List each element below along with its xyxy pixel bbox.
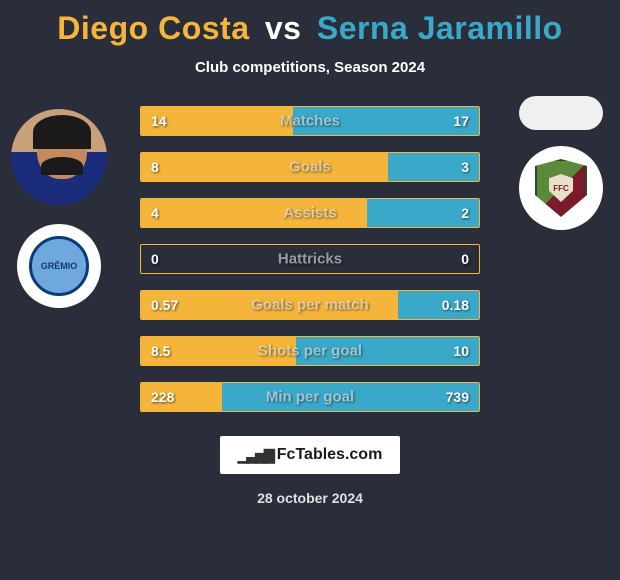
- stat-label: Hattricks: [278, 251, 342, 268]
- stat-bars-container: 14 17 Matches 8 3 Goals 4 2 Assists 0 0 Hattricks 0.…: [140, 106, 480, 412]
- stat-value-left: 14: [151, 113, 167, 129]
- chart-icon: ▁▃▅▇: [238, 447, 273, 464]
- stat-row: 0 0 Hattricks: [140, 244, 480, 274]
- footer-date: 28 october 2024: [0, 490, 620, 506]
- stat-label: Assists: [283, 205, 336, 222]
- player1-avatar: [8, 106, 110, 208]
- stat-row: 4 2 Assists: [140, 198, 480, 228]
- brand-logo: ▁▃▅▇ FcTables.com: [220, 436, 400, 474]
- brand-suffix: Tables.com: [295, 446, 382, 463]
- comparison-content: GRÊMIO FFC 1417Matches83Goals42Assists00…: [0, 106, 620, 412]
- player2-club-badge: FFC: [519, 146, 603, 230]
- stat-label: Matches: [280, 113, 340, 130]
- stat-value-right: 739: [446, 389, 469, 405]
- stat-value-right: 17: [453, 113, 469, 129]
- subtitle: Club competitions, Season 2024: [0, 59, 620, 76]
- vs-text: vs: [265, 10, 302, 46]
- stat-value-right: 2: [461, 205, 469, 221]
- player2-name: Serna Jaramillo: [317, 10, 563, 46]
- stat-value-left: 8.5: [151, 343, 170, 359]
- stat-label: Min per goal: [266, 389, 354, 406]
- left-avatar-column: GRÊMIO: [4, 106, 114, 308]
- stat-row: 14 17 Matches: [140, 106, 480, 136]
- player1-club-badge: GRÊMIO: [17, 224, 101, 308]
- stat-value-left: 8: [151, 159, 159, 175]
- stat-value-left: 0.57: [151, 297, 178, 313]
- player1-name: Diego Costa: [57, 10, 249, 46]
- comparison-title: Diego Costa vs Serna Jaramillo: [0, 0, 620, 47]
- stat-value-left: 0: [151, 251, 159, 267]
- brand-prefix: Fc: [277, 446, 296, 463]
- stat-row: 228 739 Min per goal: [140, 382, 480, 412]
- stat-value-right: 3: [461, 159, 469, 175]
- club-left-label: GRÊMIO: [29, 236, 89, 296]
- stat-value-right: 0.18: [442, 297, 469, 313]
- stat-label: Goals: [289, 159, 331, 176]
- stat-row: 0.57 0.18 Goals per match: [140, 290, 480, 320]
- club-right-label: FFC: [549, 174, 573, 202]
- stat-row: 8.5 10 Shots per goal: [140, 336, 480, 366]
- stat-value-left: 228: [151, 389, 174, 405]
- bar-fill-left: [141, 153, 388, 181]
- stat-value-right: 10: [453, 343, 469, 359]
- stat-value-right: 0: [461, 251, 469, 267]
- stat-label: Shots per goal: [258, 343, 362, 360]
- stat-value-left: 4: [151, 205, 159, 221]
- stat-row: 8 3 Goals: [140, 152, 480, 182]
- shield-icon: FFC: [535, 159, 587, 217]
- player2-avatar: [519, 96, 603, 130]
- right-avatar-column: FFC: [506, 96, 616, 230]
- stat-label: Goals per match: [251, 297, 369, 314]
